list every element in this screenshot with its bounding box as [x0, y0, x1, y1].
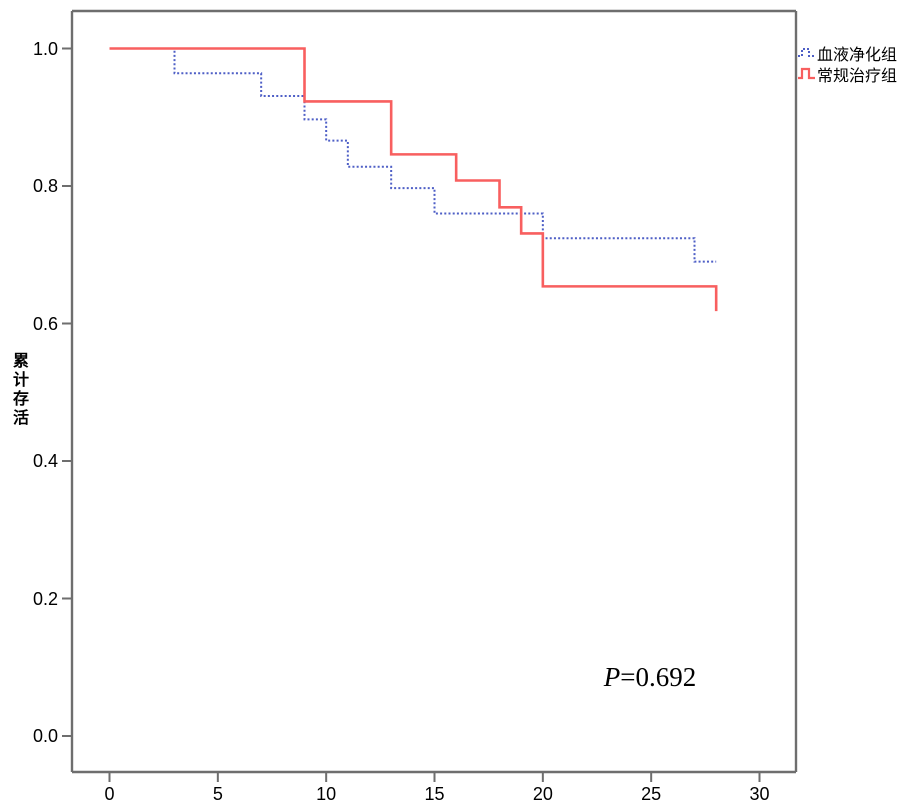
- y-tick-label: 0.8: [32, 176, 58, 196]
- y-tick-label: 1.0: [32, 38, 58, 59]
- x-tick-label: 25: [641, 784, 662, 804]
- legend: 血液净化组 常规治疗组: [797, 42, 898, 85]
- x-tick-label: 15: [424, 784, 445, 804]
- y-axis-title: 累计存活: [10, 352, 27, 428]
- p-symbol: P: [603, 662, 621, 692]
- x-tick-label: 20: [532, 784, 553, 804]
- x-tick-label: 0: [104, 784, 115, 804]
- legend-label: 血液净化组: [817, 46, 898, 64]
- y-tick-label: 0.0: [32, 726, 58, 746]
- legend-glyph-dotted-step-icon: [798, 47, 815, 57]
- y-tick-label: 0.2: [32, 588, 58, 609]
- legend-item-blood-purification: 血液净化组: [797, 42, 898, 64]
- y-tick-label: 0.4: [32, 451, 58, 471]
- legend-label: 常规治疗组: [817, 67, 898, 85]
- p-value-annotation: P=0.692: [560, 662, 740, 693]
- legend-glyph-solid-step-icon: [798, 67, 815, 79]
- survival-curve-conventional-treatment: [109, 47, 718, 312]
- legend-item-conventional-treatment: 常规治疗组: [797, 63, 898, 85]
- x-tick-label: 10: [316, 784, 337, 804]
- x-tick-label: 5: [212, 784, 223, 804]
- y-tick-label: 0.6: [32, 313, 58, 334]
- x-tick-label: 30: [749, 784, 770, 804]
- p-value-text: =0.692: [620, 662, 697, 692]
